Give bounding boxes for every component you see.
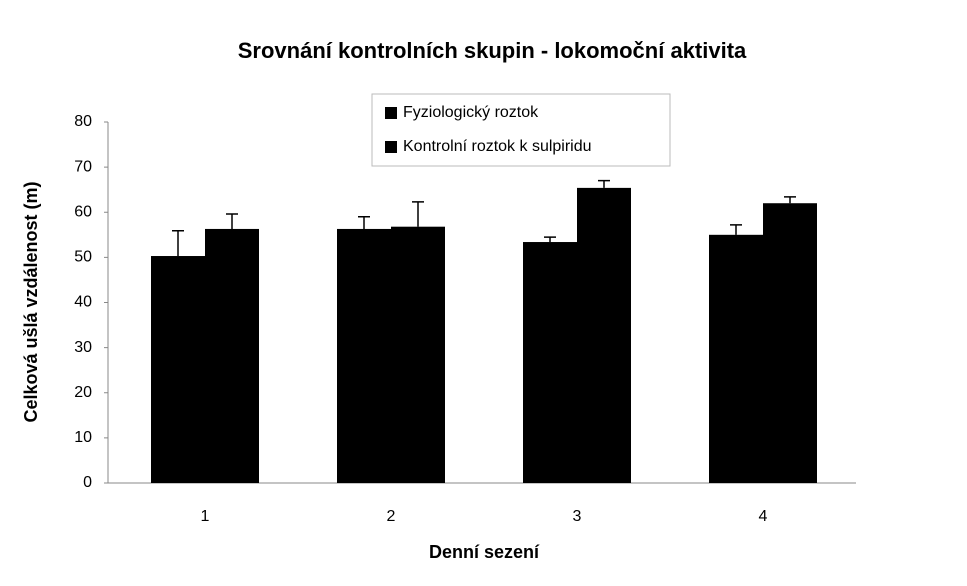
error-bar (358, 216, 370, 229)
bar (391, 226, 445, 483)
error-bar (412, 201, 424, 227)
y-tick-label: 70 (74, 158, 92, 175)
chart-title: Srovnání kontrolních skupin - lokomoční … (238, 38, 747, 63)
y-tick-label: 80 (74, 113, 92, 130)
y-tick-label: 40 (74, 294, 92, 311)
bar (763, 203, 817, 483)
bar (709, 234, 763, 483)
legend-swatch (385, 141, 397, 153)
y-tick-label: 30 (74, 339, 92, 356)
y-tick-label: 20 (74, 384, 92, 401)
bar (205, 228, 259, 483)
x-tick-label: 2 (387, 508, 396, 525)
legend-label: Kontrolní roztok k sulpiridu (403, 138, 592, 155)
y-tick-label: 0 (83, 474, 92, 491)
x-axis-title: Denní sezení (429, 542, 540, 562)
x-tick-label: 4 (759, 508, 768, 525)
bar (151, 256, 205, 483)
y-tick-label: 50 (74, 249, 92, 266)
error-bar (172, 230, 184, 257)
y-axis-title: Celková ušlá vzdálenost (m) (21, 181, 41, 422)
x-tick-label: 1 (201, 508, 210, 525)
error-bar (226, 213, 238, 229)
bar (577, 187, 631, 483)
x-tick-label: 3 (573, 508, 582, 525)
y-tick-label: 60 (74, 203, 92, 220)
error-bar (544, 236, 556, 243)
legend-box (371, 93, 671, 167)
error-bar (730, 224, 742, 235)
error-bar (598, 179, 610, 188)
legend-swatch (385, 107, 397, 119)
bar (337, 228, 391, 483)
error-bar (784, 196, 796, 204)
y-tick-label: 10 (74, 429, 92, 446)
legend-label: Fyziologický roztok (403, 104, 539, 121)
bar (523, 242, 577, 483)
